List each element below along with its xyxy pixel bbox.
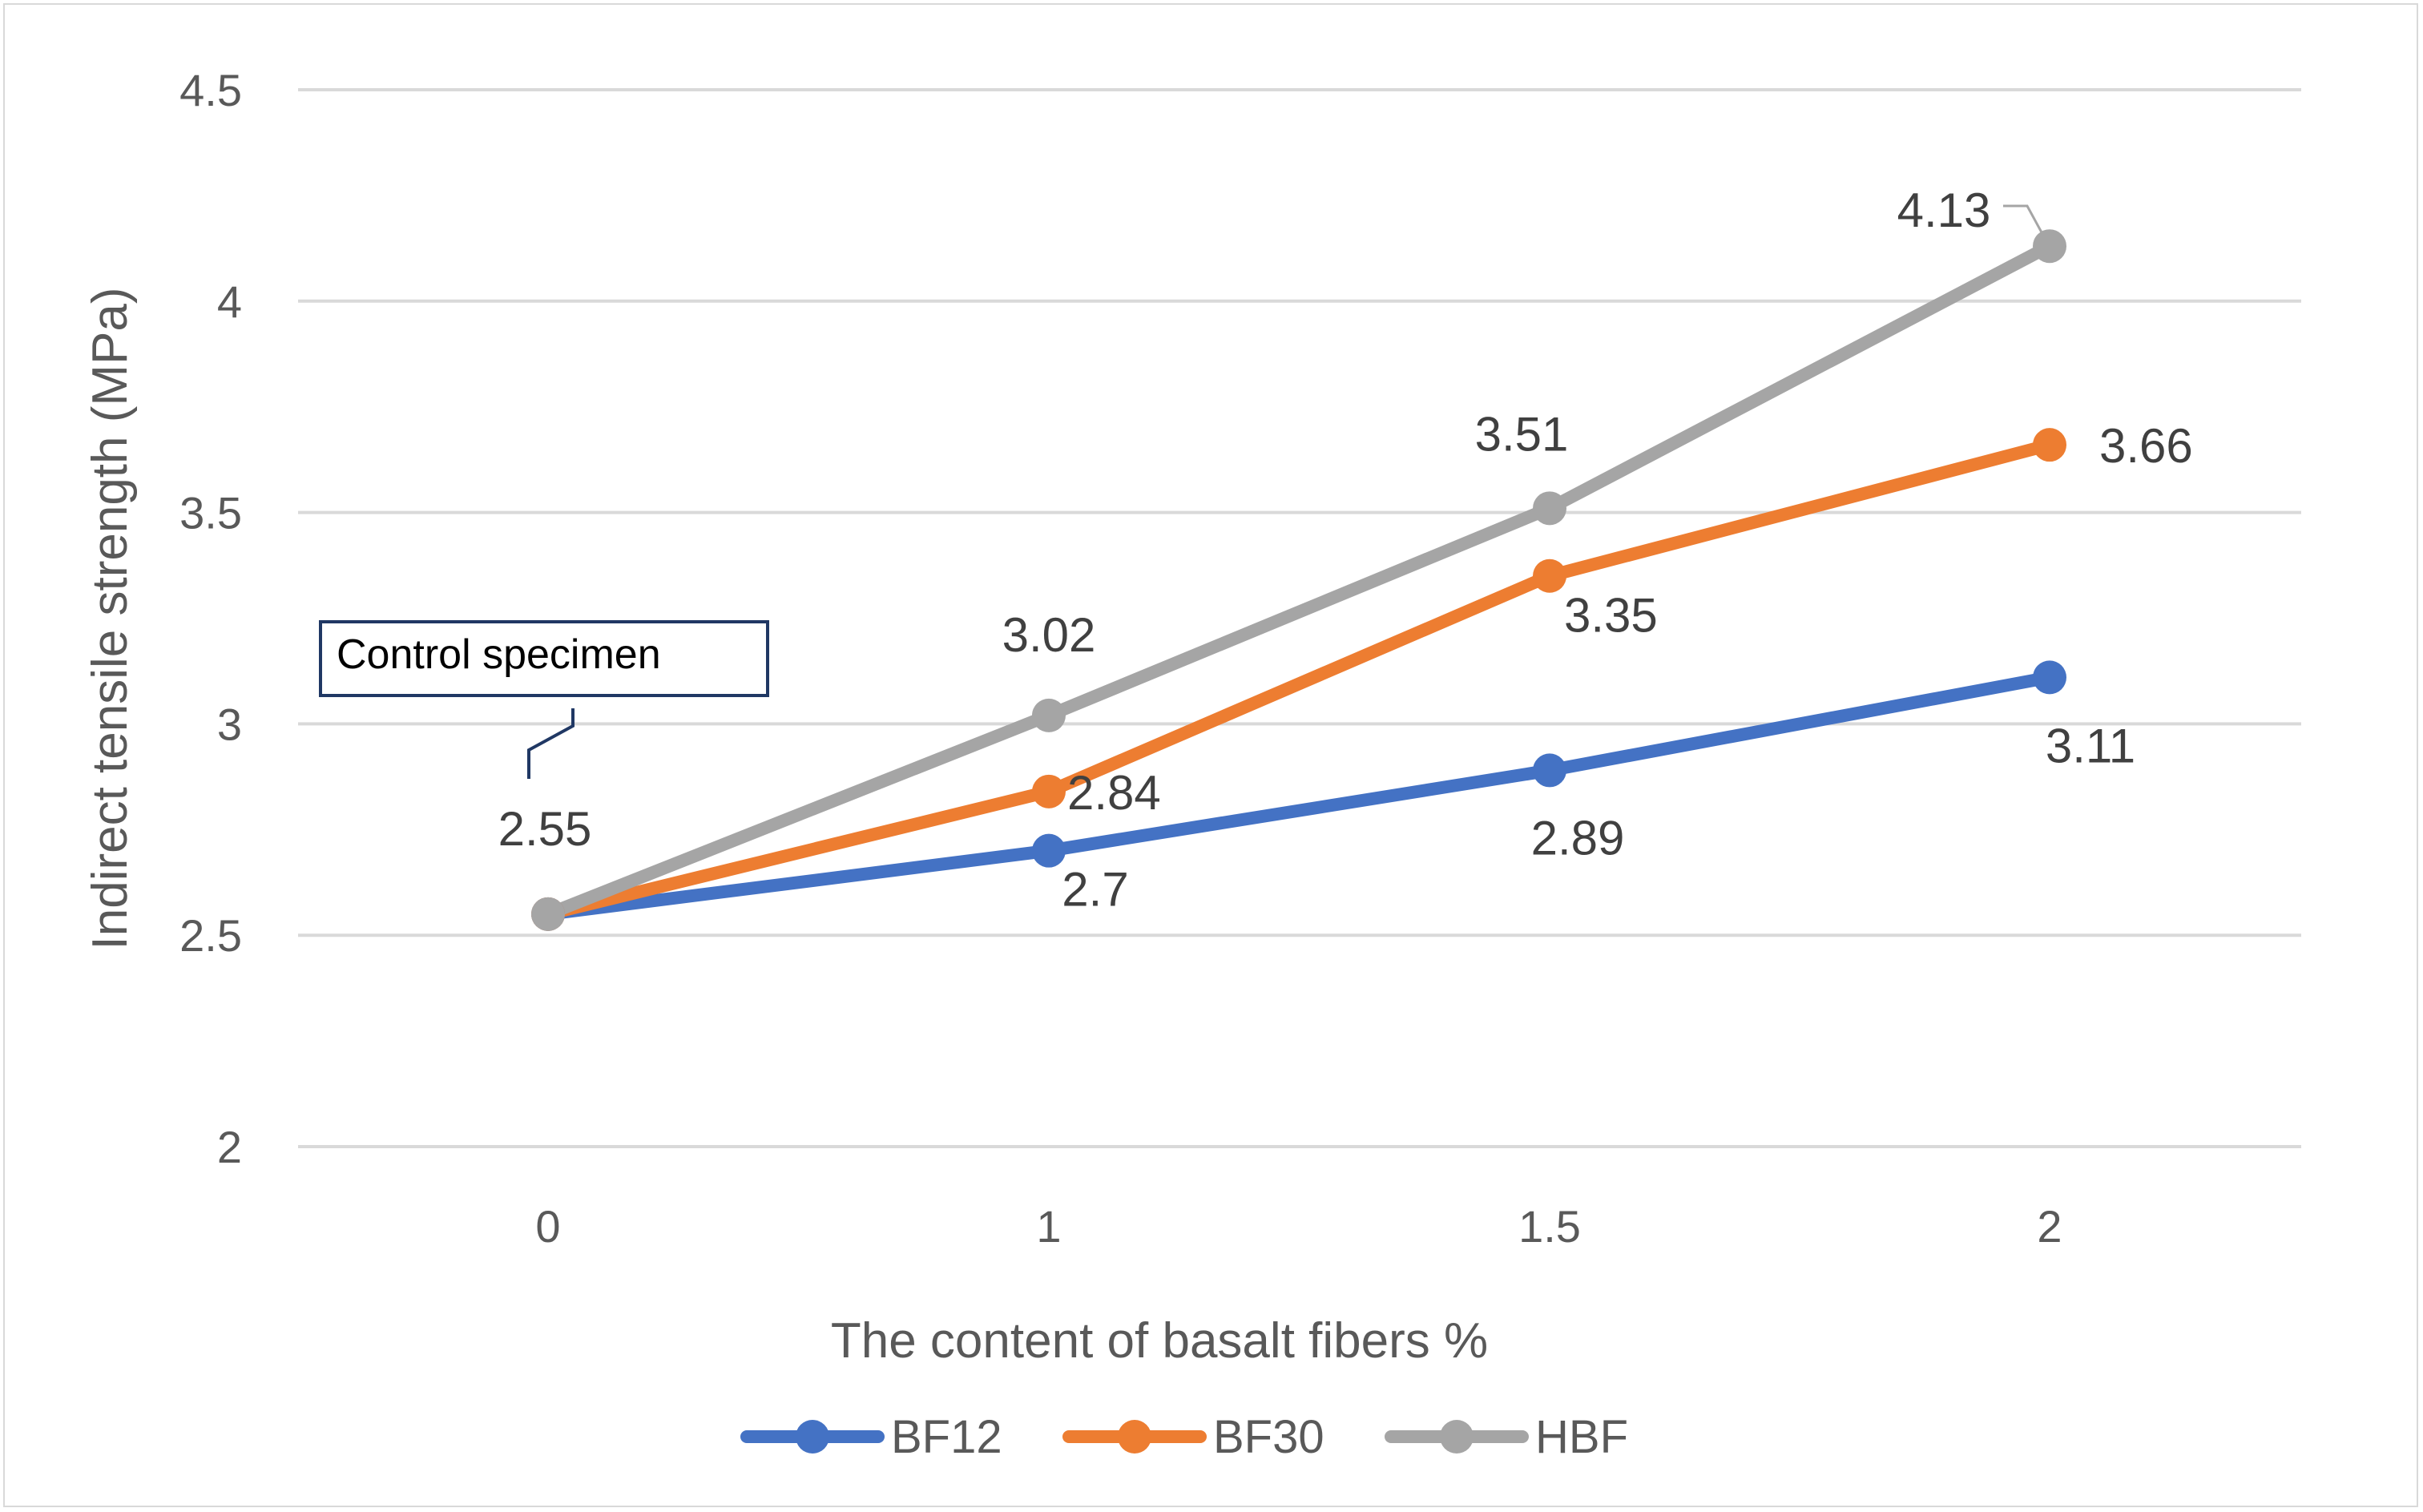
data-label-hbf: 4.13 xyxy=(1897,183,1991,237)
x-tick-label: 0 xyxy=(535,1201,560,1252)
data-label-hbf: 2.55 xyxy=(498,802,592,856)
data-label-bf12: 2.7 xyxy=(1062,863,1128,917)
callout-leader xyxy=(527,708,575,779)
data-label-bf12: 3.11 xyxy=(2046,719,2135,772)
legend-label-bf12: BF12 xyxy=(891,1411,1002,1463)
x-tick-label: 1 xyxy=(1036,1201,1061,1252)
x-tick-label: 1.5 xyxy=(1518,1201,1581,1252)
y-axis-title: Indirect tensile strength (MPa) xyxy=(83,287,138,950)
data-point-hbf xyxy=(2033,229,2066,264)
legend-marker-hbf xyxy=(1440,1420,1474,1454)
callout-text: Control specimen xyxy=(337,631,661,678)
series-line-bf12 xyxy=(542,671,2056,921)
gridlines xyxy=(298,88,2301,1148)
x-tick-label: 2 xyxy=(2037,1201,2062,1252)
series-line-bf30 xyxy=(542,438,2056,921)
data-label-bf12: 2.89 xyxy=(1531,811,1625,865)
data-point-bf30 xyxy=(1032,774,1066,808)
y-tick-label: 2.5 xyxy=(179,910,242,961)
callout-box xyxy=(319,620,769,697)
data-labels: 2.7 2.89 3.11 2.84 3.35 3.66 2.55 3.02 3.51 4.13 xyxy=(498,183,2193,916)
data-point-hbf xyxy=(1032,698,1066,732)
y-axis-ticks: 2 2.5 3 3.5 4 4.5 xyxy=(179,65,242,1172)
y-tick-label: 4 xyxy=(217,276,242,327)
series-points xyxy=(531,229,2066,931)
legend: BF12 BF30 HBF xyxy=(740,1411,1628,1463)
data-point-hbf xyxy=(1533,491,1566,526)
data-label-bf30: 3.66 xyxy=(2099,419,2193,473)
series-line-hbf xyxy=(542,240,2056,921)
label-leader-4-13 xyxy=(2003,204,2043,233)
data-point-bf30 xyxy=(2033,428,2066,462)
data-point-bf12 xyxy=(1032,833,1066,868)
series-lines xyxy=(542,240,2056,921)
data-point-bf12 xyxy=(1533,753,1566,788)
data-label-hbf: 3.02 xyxy=(1002,608,1096,662)
y-tick-label: 3 xyxy=(217,699,242,749)
data-point-bf12 xyxy=(2033,660,2066,695)
legend-marker-bf30 xyxy=(1118,1420,1151,1454)
y-tick-label: 3.5 xyxy=(179,488,242,538)
y-tick-label: 4.5 xyxy=(179,65,242,115)
data-point-hbf xyxy=(531,897,565,931)
data-label-bf30: 3.35 xyxy=(1564,589,1658,643)
y-tick-label: 2 xyxy=(217,1122,242,1172)
data-point-bf30 xyxy=(1533,558,1566,593)
x-axis-title: The content of basalt fibers % xyxy=(831,1313,1488,1369)
legend-label-bf30: BF30 xyxy=(1213,1411,1324,1463)
x-axis-ticks: 0 1 1.5 2 xyxy=(535,1201,2062,1252)
legend-label-hbf: HBF xyxy=(1535,1411,1628,1463)
legend-marker-bf12 xyxy=(796,1420,829,1454)
chart-frame xyxy=(3,3,2418,1507)
data-label-hbf: 3.51 xyxy=(1475,407,1569,461)
control-specimen-callout: Control specimen xyxy=(319,620,769,779)
data-label-bf30: 2.84 xyxy=(1067,766,1161,820)
